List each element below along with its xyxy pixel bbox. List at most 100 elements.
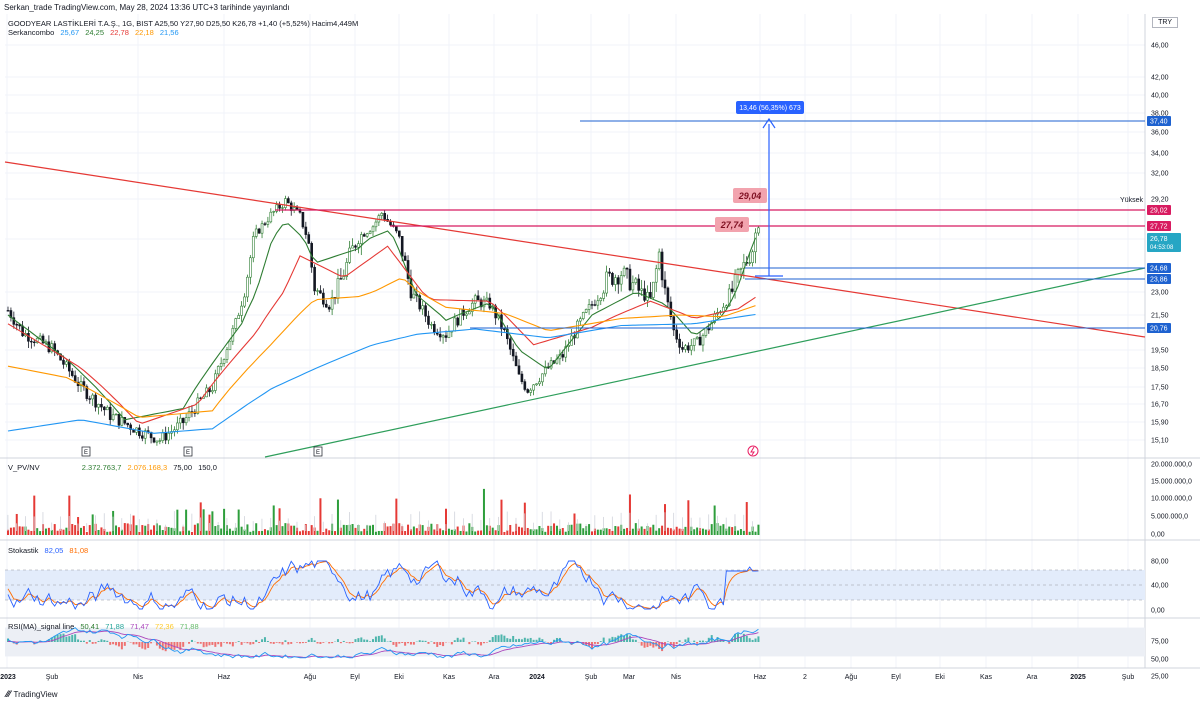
volume-bar: [541, 528, 544, 535]
candle: [228, 340, 232, 351]
volume-bar: [544, 531, 547, 535]
volume-bar: [9, 527, 12, 535]
rsi-hist-bar: [223, 642, 226, 643]
rsi-hist-bar: [342, 640, 345, 642]
legend-val: 75,00: [173, 463, 192, 472]
candle: [701, 335, 705, 346]
candle: [725, 305, 728, 308]
volume-bar: [377, 530, 380, 535]
rsi-hist-bar: [754, 638, 757, 642]
volume-shadow: [559, 519, 561, 531]
candle: [710, 322, 714, 331]
volume-bar: [617, 526, 620, 535]
candle: [529, 389, 532, 393]
volume-bar: [757, 524, 760, 535]
rsi-hist-bar: [728, 642, 731, 644]
volume-bar: [269, 527, 272, 535]
candle: [348, 247, 351, 263]
rsi-hist-bar: [109, 642, 112, 645]
candle: [15, 324, 19, 326]
candle: [695, 336, 699, 340]
rsi-hist-bar: [433, 642, 436, 645]
measure-arrowhead: [762, 117, 776, 129]
rsi-hist-bar: [53, 635, 56, 642]
volume-bar: [44, 528, 47, 535]
time-tick: Ara: [1027, 674, 1038, 681]
volume-bar: [725, 528, 728, 535]
candle: [722, 306, 725, 312]
volume-bar: [386, 526, 389, 535]
volume-bar: [474, 531, 477, 535]
rsi-hist-bar: [497, 635, 500, 642]
price-tick: 18,50: [1151, 366, 1169, 373]
rsi-hist-bar: [243, 642, 246, 643]
candle: [526, 389, 530, 393]
candle: [161, 432, 165, 441]
volume-shadow: [16, 523, 18, 531]
volume-bar: [500, 499, 503, 535]
rsi-hist-bar: [412, 642, 415, 645]
legend-rsi[interactable]: RSI(MA)_signal line 50,41 71,88 71,47 72…: [8, 622, 203, 631]
candle: [602, 292, 605, 299]
tag-2468: [1147, 263, 1171, 273]
tag-3740-text: 37,40: [1150, 119, 1168, 126]
rsi-hist-bar: [529, 637, 532, 642]
tag-2468-text: 24,68: [1150, 266, 1168, 273]
volume-bar: [582, 528, 585, 535]
price-box-29-text: 29,04: [738, 191, 762, 201]
volume-bar: [512, 531, 515, 535]
rsi-hist-bar: [704, 641, 707, 642]
rsi-hist-bar: [100, 639, 103, 642]
rsi-hist-bar: [240, 642, 243, 645]
volume-shadow: [68, 516, 70, 531]
candle: [91, 394, 94, 400]
legend-serkancombo[interactable]: Serkancombo 25,67 24,25 22,78 22,18 21,5…: [8, 28, 183, 37]
volume-bar: [623, 528, 626, 535]
tag-2076: [1147, 323, 1171, 333]
volume-bar: [506, 530, 509, 535]
publisher-header: Serkan_trade TradingView.com, May 28, 20…: [4, 3, 290, 12]
rsi-hist-bar: [623, 635, 626, 642]
tag-2902: [1147, 205, 1171, 215]
candle: [120, 417, 124, 426]
candle: [295, 207, 299, 210]
rsi-hist-bar: [336, 639, 339, 642]
volume-shadow: [357, 524, 359, 531]
volume-bar: [754, 531, 757, 535]
volume-bar: [547, 525, 550, 535]
volume-bar: [120, 529, 123, 535]
candle: [234, 318, 238, 329]
volume-bar: [293, 525, 296, 535]
candle: [284, 198, 287, 208]
volume-bar: [27, 529, 30, 535]
rsi-hist-bar: [439, 642, 442, 646]
volume-bar: [53, 524, 56, 535]
rsi-hist-bar: [617, 635, 620, 642]
volume-bar: [693, 529, 696, 535]
volume-bar: [430, 523, 433, 535]
candle: [757, 227, 760, 234]
legend-stochastic[interactable]: Stokastik 82,05 81,08: [8, 546, 92, 555]
volume-shadow: [445, 524, 447, 531]
time-tick: Şub: [585, 674, 598, 681]
volume-bar: [745, 502, 748, 535]
rsi-hist-bar: [71, 634, 74, 642]
rsi-hist-bar: [450, 642, 453, 645]
candle: [672, 316, 676, 331]
volume-bar: [614, 526, 617, 535]
rsi-hist-bar: [678, 640, 681, 642]
price-tick: 42,00: [1151, 75, 1169, 82]
tradingview-logo[interactable]: ⁄⁄⁄ TradingView: [6, 689, 58, 699]
tag-2076-text: 20,76: [1150, 326, 1168, 333]
candle: [596, 300, 600, 306]
volume-bar: [485, 525, 488, 535]
rsi-hist-bar: [202, 642, 205, 648]
currency-button[interactable]: TRY: [1152, 17, 1178, 28]
rsi-hist-bar: [80, 640, 82, 642]
candle: [637, 278, 641, 291]
candle: [316, 290, 319, 292]
legend-volume[interactable]: V_PV/NV 2.372.763,7 2.076.168,3 75,00 15…: [8, 463, 221, 472]
volume-shadow: [611, 516, 613, 531]
rsi-hist-bar: [526, 638, 529, 642]
